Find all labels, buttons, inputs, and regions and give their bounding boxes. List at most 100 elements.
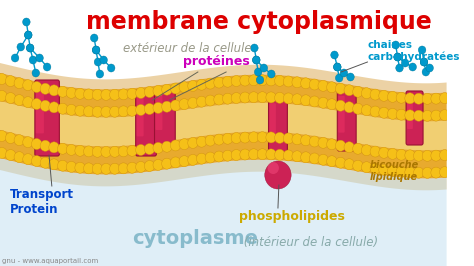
Ellipse shape — [318, 97, 328, 108]
Ellipse shape — [214, 134, 224, 145]
Ellipse shape — [431, 110, 441, 121]
Ellipse shape — [413, 93, 424, 104]
Ellipse shape — [109, 163, 120, 174]
Ellipse shape — [353, 86, 363, 97]
Ellipse shape — [162, 101, 172, 112]
Ellipse shape — [268, 70, 275, 78]
Ellipse shape — [136, 88, 146, 98]
Polygon shape — [0, 101, 447, 150]
FancyBboxPatch shape — [337, 89, 356, 151]
Ellipse shape — [144, 86, 155, 98]
Ellipse shape — [344, 142, 355, 153]
Ellipse shape — [253, 56, 260, 64]
Ellipse shape — [118, 146, 128, 157]
Ellipse shape — [31, 156, 42, 167]
Ellipse shape — [274, 92, 285, 103]
Ellipse shape — [92, 46, 100, 54]
Ellipse shape — [405, 110, 415, 121]
Text: extérieur de la cellule: extérieur de la cellule — [123, 42, 252, 55]
Ellipse shape — [205, 152, 216, 163]
Ellipse shape — [179, 99, 190, 110]
Ellipse shape — [370, 89, 381, 100]
Ellipse shape — [36, 54, 43, 62]
Ellipse shape — [266, 149, 276, 160]
Ellipse shape — [231, 149, 242, 160]
Ellipse shape — [66, 144, 76, 155]
Ellipse shape — [118, 163, 128, 174]
Ellipse shape — [40, 100, 51, 111]
Ellipse shape — [31, 98, 42, 110]
Ellipse shape — [405, 167, 415, 178]
Ellipse shape — [75, 105, 85, 116]
Ellipse shape — [92, 146, 102, 157]
Ellipse shape — [396, 166, 407, 177]
Ellipse shape — [301, 152, 311, 163]
Ellipse shape — [5, 93, 16, 103]
Ellipse shape — [336, 74, 343, 82]
Ellipse shape — [96, 70, 104, 78]
Ellipse shape — [268, 162, 279, 174]
Ellipse shape — [231, 132, 242, 144]
Ellipse shape — [301, 135, 311, 146]
Ellipse shape — [109, 106, 120, 117]
Ellipse shape — [49, 142, 59, 153]
Ellipse shape — [361, 105, 372, 116]
Ellipse shape — [431, 150, 441, 161]
Ellipse shape — [248, 149, 259, 160]
FancyBboxPatch shape — [155, 95, 163, 130]
Ellipse shape — [170, 140, 181, 151]
Ellipse shape — [334, 63, 341, 71]
Ellipse shape — [413, 167, 424, 178]
Ellipse shape — [188, 97, 198, 109]
Ellipse shape — [327, 156, 337, 167]
Ellipse shape — [422, 68, 429, 76]
Ellipse shape — [127, 105, 137, 116]
Ellipse shape — [361, 162, 372, 173]
Ellipse shape — [257, 92, 267, 103]
Ellipse shape — [196, 96, 207, 107]
Ellipse shape — [17, 43, 25, 51]
Ellipse shape — [379, 90, 389, 101]
Ellipse shape — [27, 44, 34, 52]
Ellipse shape — [92, 89, 102, 100]
Ellipse shape — [379, 147, 389, 158]
Text: Transport
Protein: Transport Protein — [9, 188, 73, 216]
Ellipse shape — [162, 158, 172, 169]
Polygon shape — [0, 73, 447, 178]
FancyBboxPatch shape — [35, 80, 59, 156]
Ellipse shape — [100, 56, 108, 64]
Ellipse shape — [301, 95, 311, 106]
Ellipse shape — [214, 151, 224, 162]
Ellipse shape — [170, 100, 181, 111]
Ellipse shape — [0, 73, 7, 85]
Ellipse shape — [101, 163, 111, 174]
Polygon shape — [0, 158, 447, 266]
Ellipse shape — [23, 18, 30, 26]
Ellipse shape — [75, 88, 85, 99]
Ellipse shape — [292, 151, 302, 162]
Ellipse shape — [344, 159, 355, 170]
Ellipse shape — [170, 157, 181, 168]
Ellipse shape — [222, 133, 233, 144]
Ellipse shape — [144, 143, 155, 155]
Ellipse shape — [188, 154, 198, 165]
Ellipse shape — [32, 69, 39, 77]
Ellipse shape — [439, 110, 450, 121]
Ellipse shape — [396, 109, 407, 120]
Ellipse shape — [331, 51, 338, 59]
Ellipse shape — [23, 154, 33, 165]
Ellipse shape — [353, 143, 363, 154]
Ellipse shape — [394, 53, 401, 61]
Ellipse shape — [31, 81, 42, 93]
Ellipse shape — [292, 94, 302, 105]
Ellipse shape — [49, 85, 59, 96]
Ellipse shape — [439, 93, 450, 104]
Ellipse shape — [396, 149, 407, 160]
Ellipse shape — [118, 89, 128, 100]
Ellipse shape — [11, 54, 19, 62]
Ellipse shape — [0, 130, 7, 142]
Ellipse shape — [253, 56, 260, 64]
Ellipse shape — [40, 83, 51, 94]
Ellipse shape — [240, 75, 250, 86]
Ellipse shape — [101, 106, 111, 117]
